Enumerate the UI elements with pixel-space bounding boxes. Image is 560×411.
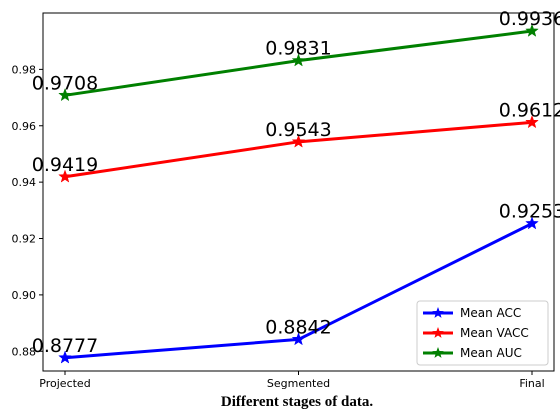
data-point-marker xyxy=(58,169,72,183)
y-tick-label: 0.96 xyxy=(12,120,37,133)
legend-marker xyxy=(432,347,444,358)
y-tick-label: 0.98 xyxy=(12,63,37,76)
data-label: 0.8777 xyxy=(32,335,98,357)
data-label: 0.9543 xyxy=(265,119,331,141)
x-axis-title: Different stages of data. xyxy=(221,394,373,410)
data-label: 0.9419 xyxy=(32,154,98,176)
x-tick-label: Projected xyxy=(39,377,90,390)
legend-label: Mean ACC xyxy=(460,306,521,320)
data-point-marker xyxy=(58,88,72,102)
data-point-marker xyxy=(525,115,539,129)
data-point-marker xyxy=(58,350,72,364)
series-layer xyxy=(58,23,539,364)
y-tick-label: 0.92 xyxy=(12,233,37,246)
x-axis: Projected Segmented Final xyxy=(39,371,545,390)
data-point-marker xyxy=(291,332,306,346)
data-label: 0.9708 xyxy=(32,72,98,94)
data-label: 0.9612 xyxy=(499,99,560,121)
y-tick-label: 0.90 xyxy=(12,289,37,302)
data-label: 0.9253 xyxy=(499,201,560,223)
data-label: 0.9936 xyxy=(499,8,560,30)
data-label: 0.8842 xyxy=(265,316,331,338)
legend-box xyxy=(416,300,549,366)
y-tick-label: 0.94 xyxy=(12,176,37,189)
y-axis: 0.88 0.90 0.92 0.94 0.96 0.98 xyxy=(12,63,43,358)
data-label: 0.9831 xyxy=(265,38,331,60)
x-tick-label: Final xyxy=(519,377,544,390)
legend-marker xyxy=(432,307,444,318)
legend-label: Mean AUC xyxy=(460,346,522,360)
data-point-marker xyxy=(291,53,306,67)
data-point-marker xyxy=(525,23,539,37)
legend-label: Mean VACC xyxy=(460,326,529,340)
y-tick-label: 0.88 xyxy=(12,345,37,358)
legend-marker xyxy=(432,327,444,338)
legend: Mean ACC Mean VACC Mean AUC xyxy=(416,300,549,366)
data-label-layer: 0.8777 0.8842 0.9253 0.9419 0.9543 0.9612 0.97… xyxy=(32,8,560,357)
data-point-marker xyxy=(525,216,539,230)
x-tick-label: Segmented xyxy=(267,377,330,390)
data-point-marker xyxy=(291,134,306,148)
